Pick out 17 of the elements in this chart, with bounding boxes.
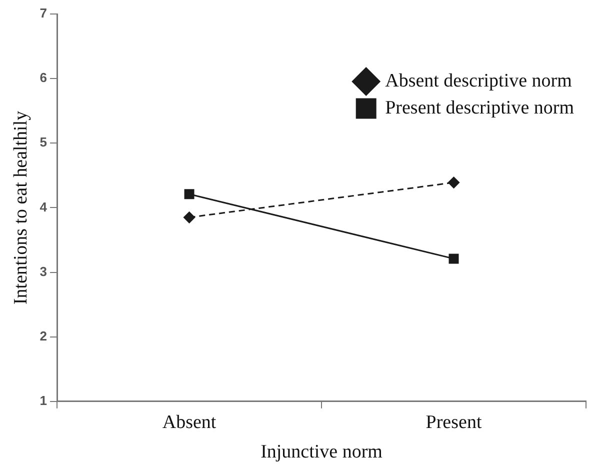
y-tick-label: 3 bbox=[40, 264, 48, 279]
point bbox=[184, 189, 194, 200]
y-axis-title: Intentions to eat healthily bbox=[10, 110, 32, 305]
point bbox=[184, 212, 196, 224]
y-tick-label: 7 bbox=[40, 6, 48, 21]
legend-label: Present descriptive norm bbox=[385, 97, 574, 118]
y-tick-label: 1 bbox=[40, 392, 48, 408]
y-tick-label: 5 bbox=[40, 134, 48, 150]
x-tick-label: Absent bbox=[162, 412, 217, 433]
x-axis-title: Injunctive norm bbox=[260, 442, 383, 463]
y-tick-label: 4 bbox=[40, 199, 48, 214]
point bbox=[448, 176, 460, 188]
point bbox=[448, 254, 459, 264]
legend-label: Absent descriptive norm bbox=[385, 70, 572, 92]
y-tick-label: 2 bbox=[40, 328, 48, 344]
x-tick-label: Present bbox=[426, 412, 482, 433]
y-tick-label: 6 bbox=[40, 70, 48, 86]
